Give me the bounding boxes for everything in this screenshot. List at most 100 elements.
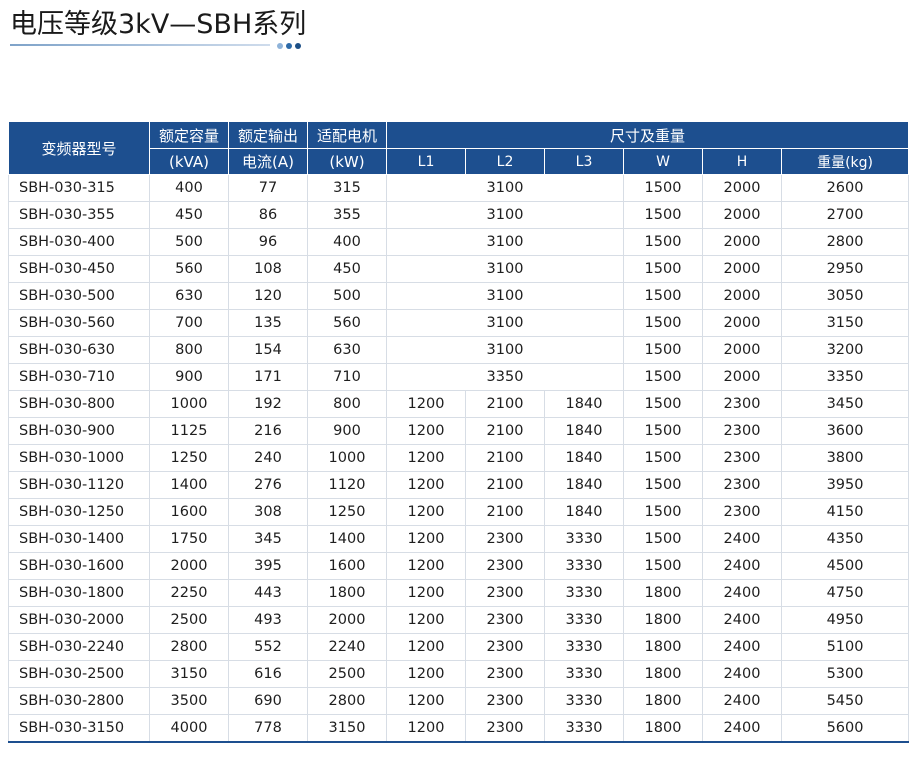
cell-capacity: 2000 <box>149 552 229 580</box>
cell-capacity: 2800 <box>149 633 229 661</box>
table-row: SBH-030-560 700 135 560 3100 1500 2000 3150 <box>8 309 910 337</box>
cell-current: 690 <box>228 687 308 715</box>
header-h: H <box>702 148 782 175</box>
cell-model: SBH-030-400 <box>8 228 150 256</box>
cell-length-combined: 3100 <box>386 228 624 256</box>
cell-capacity: 2250 <box>149 579 229 607</box>
cell-h: 2300 <box>702 390 782 418</box>
cell-model: SBH-030-900 <box>8 417 150 445</box>
cell-w: 1500 <box>623 525 703 553</box>
cell-motor: 630 <box>307 336 387 364</box>
cell-weight: 2800 <box>781 228 910 256</box>
header-capacity: 额定容量 <box>149 121 229 149</box>
table-row: SBH-030-3150 4000 778 3150 1200 2300 3330 1800 2… <box>8 714 910 743</box>
cell-weight: 3050 <box>781 282 910 310</box>
cell-capacity: 1600 <box>149 498 229 526</box>
cell-l3: 3330 <box>544 579 624 607</box>
cell-capacity: 900 <box>149 363 229 391</box>
cell-motor: 315 <box>307 174 387 202</box>
table-row: SBH-030-450 560 108 450 3100 1500 2000 2950 <box>8 255 910 283</box>
table-row: SBH-030-2240 2800 552 2240 1200 2300 3330 1800 2… <box>8 633 910 661</box>
cell-h: 2400 <box>702 687 782 715</box>
cell-w: 1500 <box>623 390 703 418</box>
cell-model: SBH-030-3150 <box>8 714 150 743</box>
cell-l1: 1200 <box>386 498 466 526</box>
cell-h: 2000 <box>702 228 782 256</box>
cell-l2: 2300 <box>465 687 545 715</box>
cell-weight: 4750 <box>781 579 910 607</box>
cell-current: 171 <box>228 363 308 391</box>
cell-weight: 5300 <box>781 660 910 688</box>
cell-w: 1800 <box>623 714 703 743</box>
cell-l3: 1840 <box>544 390 624 418</box>
cell-w: 1500 <box>623 363 703 391</box>
title-underline <box>10 44 270 46</box>
cell-motor: 400 <box>307 228 387 256</box>
cell-l3: 3330 <box>544 552 624 580</box>
table-row: SBH-030-710 900 171 710 3350 1500 2000 3350 <box>8 363 910 391</box>
cell-model: SBH-030-1800 <box>8 579 150 607</box>
cell-current: 135 <box>228 309 308 337</box>
cell-w: 1800 <box>623 579 703 607</box>
cell-capacity: 1125 <box>149 417 229 445</box>
cell-weight: 4350 <box>781 525 910 553</box>
cell-h: 2300 <box>702 498 782 526</box>
cell-length-combined: 3100 <box>386 309 624 337</box>
cell-h: 2400 <box>702 714 782 743</box>
cell-motor: 800 <box>307 390 387 418</box>
cell-motor: 2240 <box>307 633 387 661</box>
cell-motor: 1120 <box>307 471 387 499</box>
cell-weight: 4150 <box>781 498 910 526</box>
cell-weight: 3450 <box>781 390 910 418</box>
table-row: SBH-030-400 500 96 400 3100 1500 2000 2800 <box>8 228 910 256</box>
cell-l2: 2300 <box>465 579 545 607</box>
cell-capacity: 3150 <box>149 660 229 688</box>
cell-w: 1500 <box>623 471 703 499</box>
cell-capacity: 4000 <box>149 714 229 743</box>
cell-current: 443 <box>228 579 308 607</box>
cell-model: SBH-030-450 <box>8 255 150 283</box>
cell-l3: 3330 <box>544 633 624 661</box>
cell-w: 1500 <box>623 282 703 310</box>
cell-current: 308 <box>228 498 308 526</box>
cell-model: SBH-030-2240 <box>8 633 150 661</box>
cell-model: SBH-030-630 <box>8 336 150 364</box>
cell-length-combined: 3100 <box>386 174 624 202</box>
cell-w: 1800 <box>623 687 703 715</box>
cell-w: 1500 <box>623 309 703 337</box>
cell-l1: 1200 <box>386 471 466 499</box>
cell-motor: 560 <box>307 309 387 337</box>
header-current: 额定输出 <box>228 121 308 149</box>
header-weight: 重量(kg) <box>780 148 910 175</box>
cell-motor: 2000 <box>307 606 387 634</box>
cell-motor: 1800 <box>307 579 387 607</box>
cell-weight: 2700 <box>781 201 910 229</box>
cell-current: 616 <box>228 660 308 688</box>
header-l3: L3 <box>544 148 624 175</box>
cell-weight: 5600 <box>781 714 910 743</box>
cell-capacity: 2500 <box>149 606 229 634</box>
cell-l1: 1200 <box>386 714 466 743</box>
table-row: SBH-030-1120 1400 276 1120 1200 2100 1840 1500 2… <box>8 471 910 499</box>
cell-motor: 710 <box>307 363 387 391</box>
cell-model: SBH-030-355 <box>8 201 150 229</box>
accent-dot <box>295 43 301 49</box>
cell-w: 1800 <box>623 660 703 688</box>
cell-length-combined: 3100 <box>386 255 624 283</box>
cell-capacity: 560 <box>149 255 229 283</box>
table-row: SBH-030-1400 1750 345 1400 1200 2300 3330 1500 2… <box>8 525 910 553</box>
cell-motor: 355 <box>307 201 387 229</box>
cell-w: 1500 <box>623 201 703 229</box>
cell-l2: 2300 <box>465 633 545 661</box>
cell-current: 154 <box>228 336 308 364</box>
cell-l3: 1840 <box>544 417 624 445</box>
cell-current: 778 <box>228 714 308 743</box>
cell-w: 1800 <box>623 606 703 634</box>
cell-l3: 3330 <box>544 606 624 634</box>
table-row: SBH-030-800 1000 192 800 1200 2100 1840 1500 230… <box>8 390 910 418</box>
cell-w: 1500 <box>623 444 703 472</box>
cell-w: 1500 <box>623 498 703 526</box>
cell-current: 276 <box>228 471 308 499</box>
cell-model: SBH-030-1120 <box>8 471 150 499</box>
cell-h: 2400 <box>702 660 782 688</box>
